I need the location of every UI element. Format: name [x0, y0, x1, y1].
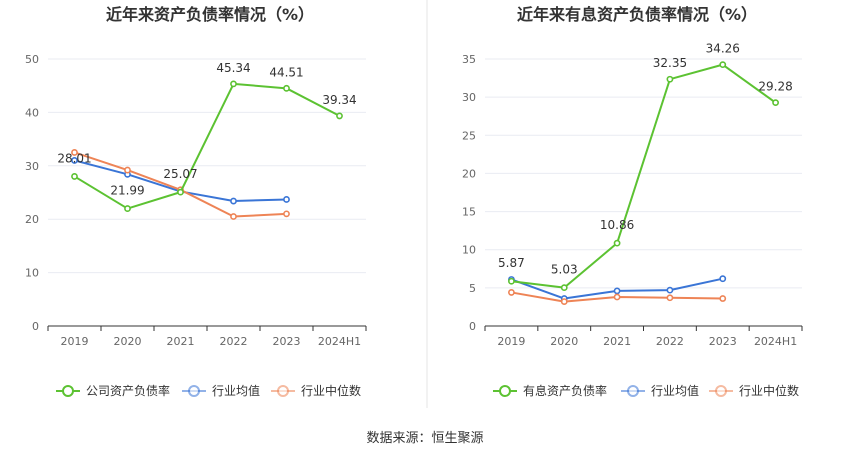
x-tick-label: 2019	[61, 335, 89, 348]
y-tick-label: 30	[462, 91, 476, 104]
data-point[interactable]	[508, 289, 515, 296]
x-tick-label: 2024H1	[754, 335, 797, 348]
data-label: 5.03	[551, 263, 578, 277]
x-tick-label: 2022	[656, 335, 684, 348]
data-point[interactable]	[666, 294, 674, 302]
data-label: 21.99	[110, 184, 144, 198]
y-tick-label: 25	[462, 129, 476, 142]
data-point[interactable]	[124, 166, 131, 174]
legend-label: 公司资产负债率	[86, 383, 170, 398]
data-point[interactable]	[560, 298, 568, 305]
y-tick-label: 10	[462, 244, 476, 257]
data-point[interactable]	[613, 287, 621, 295]
data-point[interactable]	[71, 157, 78, 164]
y-tick-label: 0	[32, 320, 39, 333]
x-tick-label: 2020	[550, 335, 578, 348]
x-tick-label: 2023	[273, 335, 301, 348]
chart-interest-bearing-debt-ratio: 近年来有息资产负债率情况（%） 0 5 10 15 20 25 30 35 2019 2020 20…	[462, 5, 803, 398]
legend-item[interactable]: 行业均值	[621, 383, 699, 398]
chart-title: 近年来资产负债率情况（%）	[106, 5, 314, 24]
data-label: 32.35	[653, 56, 687, 70]
data-point[interactable]	[124, 205, 131, 212]
y-tick-label: 50	[25, 53, 39, 66]
data-label: 5.87	[498, 256, 525, 270]
series-line	[511, 63, 777, 289]
legend-marker-icon	[627, 385, 639, 397]
data-point[interactable]	[336, 112, 343, 120]
data-point[interactable]	[772, 99, 779, 107]
data-point[interactable]	[719, 295, 727, 302]
x-tick-label: 2023	[709, 335, 737, 348]
x-tick-label: 2024H1	[318, 335, 361, 348]
data-label: 45.34	[216, 61, 250, 75]
x-tick-label: 2021	[167, 335, 195, 348]
data-label: 39.34	[322, 93, 356, 107]
data-point[interactable]	[230, 213, 237, 220]
x-tick-label: 2019	[497, 335, 525, 348]
y-tick-label: 35	[462, 53, 476, 66]
data-label: 28.01	[57, 151, 91, 165]
legend-marker-icon	[499, 385, 511, 397]
data-label: 44.51	[269, 65, 303, 79]
data-point[interactable]	[719, 61, 727, 69]
data-point[interactable]	[666, 75, 674, 83]
data-point[interactable]	[283, 196, 290, 203]
series-line	[73, 82, 340, 210]
legend-item[interactable]: 行业中位数	[709, 383, 799, 398]
data-point[interactable]	[613, 293, 621, 301]
y-tick-label: 0	[469, 320, 476, 333]
y-tick-label: 20	[462, 167, 476, 180]
x-tick-label: 2022	[220, 335, 248, 348]
data-label: 29.28	[758, 80, 792, 94]
legend-marker-icon	[188, 385, 200, 397]
data-point[interactable]	[508, 277, 515, 285]
data-source-note: 数据来源：恒生聚源	[366, 431, 483, 446]
legend-label: 行业中位数	[739, 383, 799, 398]
data-point[interactable]	[230, 80, 237, 88]
legend-label: 行业均值	[651, 383, 699, 398]
y-tick-label: 15	[462, 206, 476, 219]
x-tick-label: 2021	[603, 335, 631, 348]
legend-marker-icon	[277, 385, 289, 397]
legend-item[interactable]: 有息资产负债率	[493, 383, 607, 398]
data-point[interactable]	[719, 275, 727, 283]
y-tick-label: 30	[25, 160, 39, 173]
data-point[interactable]	[666, 286, 674, 294]
y-tick-label: 10	[25, 267, 39, 280]
legend-marker-icon	[715, 385, 727, 397]
data-point[interactable]	[560, 284, 568, 292]
legend-marker-icon	[62, 385, 74, 397]
data-point[interactable]	[177, 188, 184, 196]
chart-title: 近年来有息资产负债率情况（%）	[517, 5, 757, 24]
data-label: 34.26	[706, 42, 740, 56]
x-tick-label: 2020	[114, 335, 142, 348]
legend-item[interactable]: 行业中位数	[271, 383, 361, 398]
series-line	[74, 151, 287, 218]
data-point[interactable]	[283, 210, 290, 218]
data-point[interactable]	[613, 239, 621, 247]
legend-item[interactable]: 公司资产负债率	[56, 383, 170, 398]
y-tick-label: 40	[25, 106, 39, 119]
legend-label: 行业均值	[212, 383, 260, 398]
data-label: 10.86	[600, 218, 634, 232]
legend-label: 有息资产负债率	[523, 383, 607, 398]
chart-total-debt-ratio: 近年来资产负债率情况（%） 0 10 20 30 40 50 2019 2020 2021 202…	[25, 5, 367, 398]
data-point[interactable]	[71, 149, 78, 156]
data-point[interactable]	[71, 173, 78, 180]
y-tick-label: 5	[469, 282, 476, 295]
data-label: 25.07	[163, 167, 197, 181]
legend-item[interactable]: 行业均值	[182, 383, 260, 398]
legend-label: 行业中位数	[301, 383, 361, 398]
y-tick-label: 20	[25, 213, 39, 226]
data-point[interactable]	[230, 197, 237, 205]
data-point[interactable]	[283, 84, 290, 92]
